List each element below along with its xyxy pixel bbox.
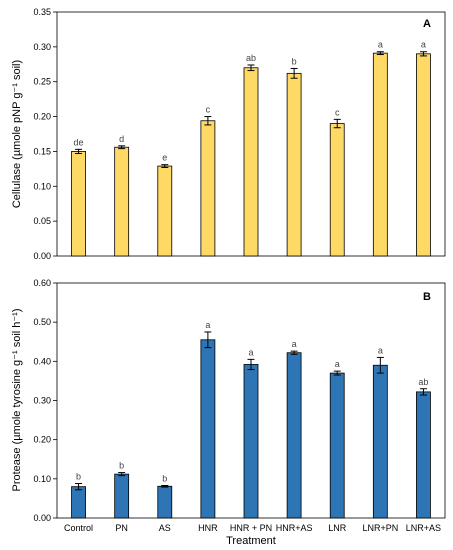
x-tick-label: PN: [115, 523, 128, 533]
significance-label: ab: [418, 377, 428, 387]
y-tick-label: 0.10: [33, 474, 51, 484]
y-tick-label: 0.50: [33, 317, 51, 327]
y-tick-label: 0.30: [33, 396, 51, 406]
bar: [114, 146, 130, 257]
significance-label: b: [292, 56, 297, 66]
significance-label: a: [378, 40, 383, 50]
significance-label: d: [119, 134, 124, 144]
x-tick-label: LNR: [328, 523, 347, 533]
significance-label: c: [335, 107, 340, 117]
significance-label: e: [162, 153, 167, 163]
y-tick-label: 0.60: [33, 278, 51, 288]
bar: [200, 339, 216, 519]
y-tick-label: 0.10: [33, 181, 51, 191]
y-tick-label: 0.00: [33, 251, 51, 261]
y-ticks: 0.00 0.10 0.20 0.30 0.40 0.50 0.60: [33, 278, 57, 523]
x-axis-title: Treatment: [226, 535, 276, 547]
y-axis-title: Protease (µmole tyrosine g⁻¹ soil h⁻¹): [11, 308, 23, 491]
significance-label: b: [119, 461, 124, 471]
significance-label: a: [205, 320, 210, 330]
significance-label: c: [206, 105, 211, 115]
x-tick-label: Control: [64, 523, 93, 533]
bar: [71, 486, 86, 519]
bar: [329, 123, 345, 257]
y-ticks: 0.00 0.05 0.10 0.15 0.20 0.25 0.30 0.35: [33, 7, 57, 261]
x-tick-label: HNR + PN: [230, 523, 272, 533]
bar: [200, 120, 216, 257]
x-tick-label: HNR+AS: [276, 523, 313, 533]
significance-label: a: [421, 40, 426, 50]
x-tick-label: HNR: [198, 523, 218, 533]
bar: [157, 165, 173, 257]
bar: [286, 352, 302, 519]
bar: [243, 364, 259, 519]
panel-letter: A: [423, 18, 431, 30]
bar: [329, 372, 345, 519]
x-ticks: Control PN AS HNR HNR + PN HNR+AS LNR LNR+PN LNR…: [64, 523, 441, 533]
x-tick-label: LNR+AS: [406, 523, 441, 533]
y-tick-label: 0.30: [33, 42, 51, 52]
bar: [416, 53, 431, 257]
y-axis-title: Cellulase (µmole pNP g⁻¹ soil): [11, 60, 23, 208]
bars: b b b a a a a a ab: [71, 320, 431, 519]
bar: [157, 485, 173, 519]
x-tick-label: AS: [159, 523, 171, 533]
y-tick-label: 0.25: [33, 77, 51, 87]
significance-label: a: [335, 359, 340, 369]
y-tick-label: 0.20: [33, 112, 51, 122]
bar: [416, 391, 431, 519]
bar: [114, 473, 130, 519]
significance-label: b: [162, 473, 167, 483]
bar: [286, 72, 302, 257]
significance-label: ab: [246, 53, 256, 63]
bar: [372, 52, 388, 257]
y-tick-label: 0.00: [33, 513, 51, 523]
y-tick-label: 0.15: [33, 146, 51, 156]
panel-letter: B: [423, 291, 431, 303]
bar: [243, 67, 259, 257]
significance-label: b: [76, 472, 81, 482]
significance-label: a: [378, 345, 383, 355]
y-tick-label: 0.35: [33, 7, 51, 17]
y-tick-label: 0.20: [33, 435, 51, 445]
bar: [372, 364, 388, 519]
y-tick-label: 0.40: [33, 356, 51, 366]
y-tick-label: 0.05: [33, 216, 51, 226]
bar: [71, 151, 86, 257]
panel-b-protease-chart: B Protease (µmole tyrosine g⁻¹ soil h⁻¹)…: [11, 278, 446, 547]
significance-label: de: [74, 137, 84, 147]
significance-label: a: [248, 347, 253, 357]
panel-a-cellulase-chart: A Cellulase (µmole pNP g⁻¹ soil) 0.000.0…: [11, 7, 446, 261]
significance-label: a: [292, 339, 297, 349]
x-tick-label: LNR+PN: [362, 523, 398, 533]
